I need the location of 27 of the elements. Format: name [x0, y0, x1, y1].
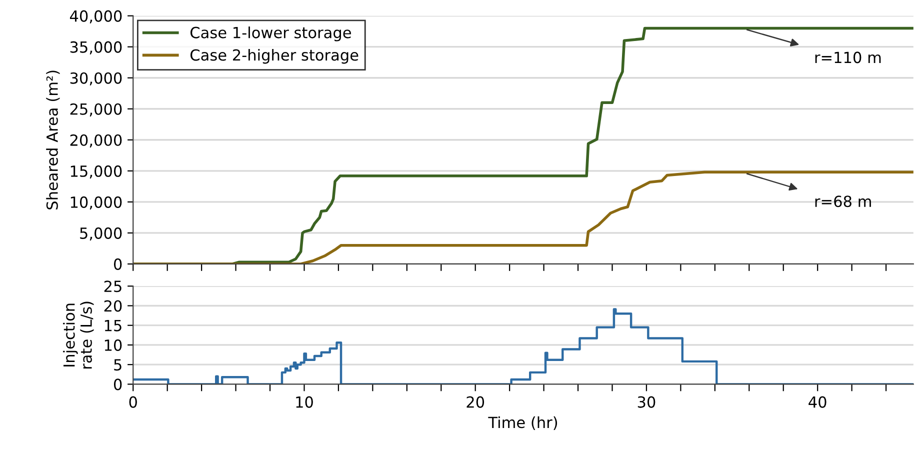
y-tick-label: 20	[104, 300, 122, 312]
y-tick-label: 0	[114, 258, 122, 270]
y-axis-title: Sheared Area (m²)	[46, 70, 60, 210]
y-tick-label: 35,000	[70, 41, 122, 54]
x-axis-title: Time (hr)	[488, 416, 558, 430]
y-tick-label: 25	[104, 280, 122, 292]
y-tick-label: 20,000	[70, 134, 122, 148]
annotation: r=110 m	[815, 52, 881, 64]
x-tick-label: 20	[466, 396, 484, 408]
x-tick-label: 30	[638, 396, 656, 408]
x-tick-label: 40	[808, 396, 826, 408]
x-tick-label: 10	[296, 396, 313, 408]
y-tick-label: 5	[114, 359, 122, 371]
y-tick-label: 10	[104, 339, 122, 351]
legend-label: Case 1-lower storage	[190, 26, 351, 42]
x-tick-label: 0	[129, 396, 137, 408]
y-tick-label: 15	[104, 320, 122, 332]
y-axis-title: Injection rate (L/s)	[63, 302, 94, 368]
y-tick-label: 15,000	[70, 165, 122, 178]
y-tick-label: 30,000	[70, 72, 122, 86]
legend-label: Case 2-higher storage	[190, 48, 358, 64]
y-tick-label: 10,000	[70, 196, 122, 210]
y-tick-label: 5,000	[80, 227, 122, 241]
y-tick-label: 40,000	[70, 10, 122, 24]
y-tick-label: 25,000	[70, 103, 122, 116]
annotation: r=68 m	[815, 196, 871, 208]
y-tick-label: 0	[114, 378, 122, 390]
